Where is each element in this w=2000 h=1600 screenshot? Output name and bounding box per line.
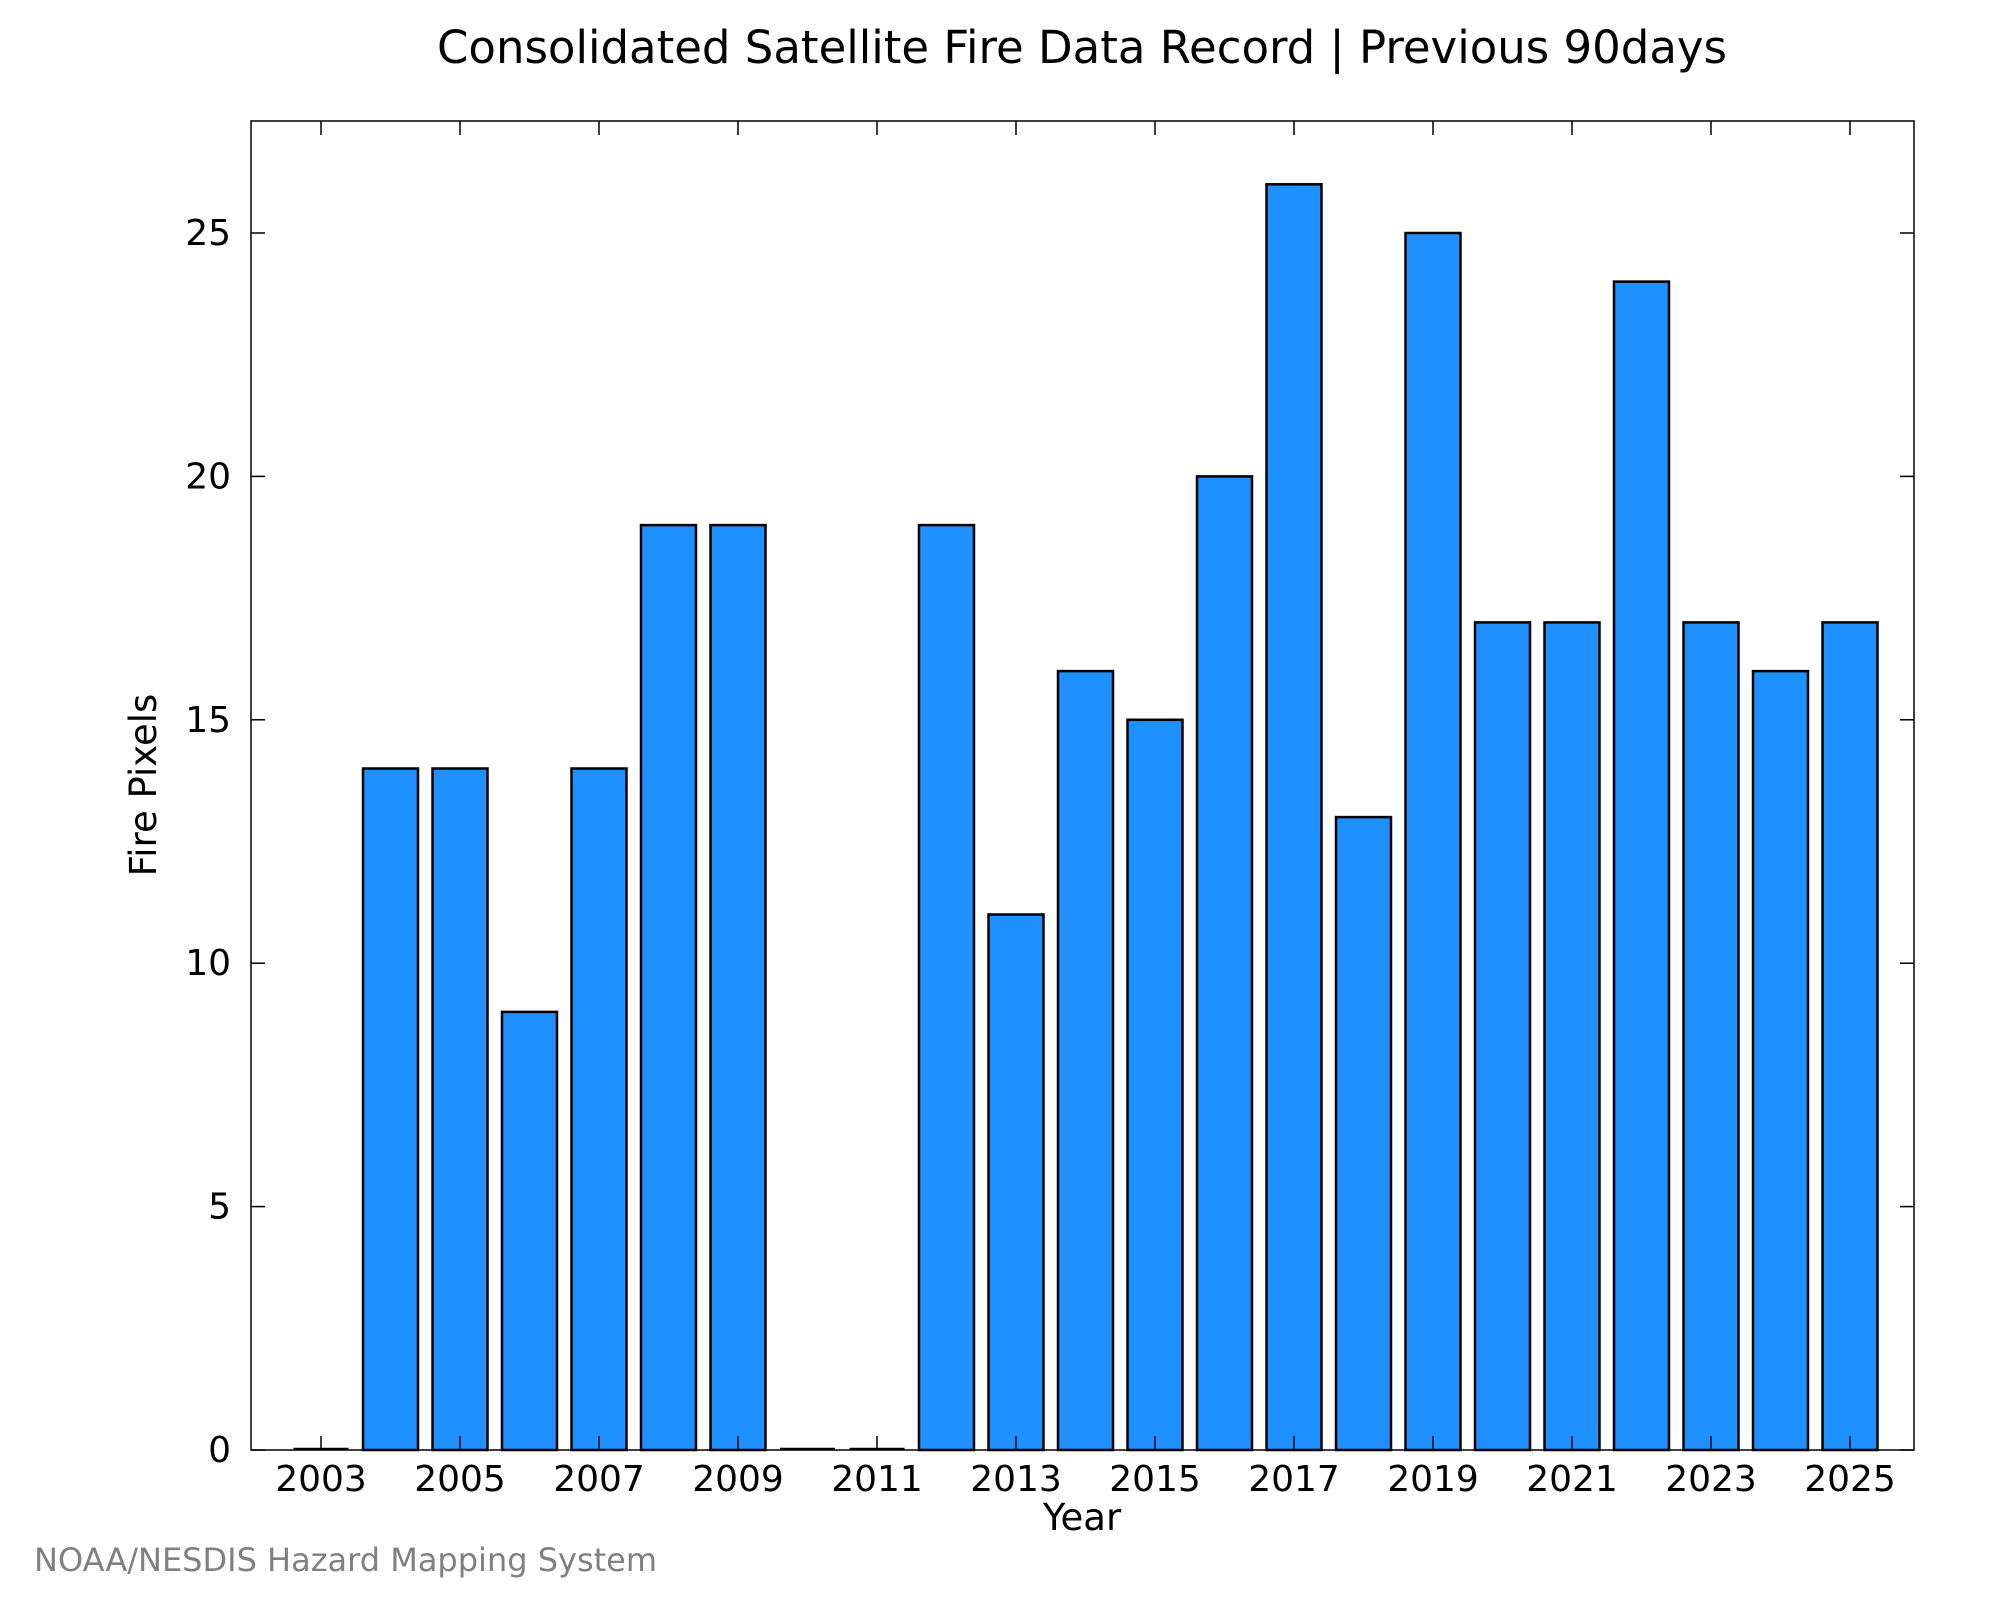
x-tick-label-2025: 2025 xyxy=(1804,1459,1896,1500)
x-axis-label: Year xyxy=(1042,1496,1122,1539)
bar-2014 xyxy=(1056,669,1115,1452)
bar-2013 xyxy=(987,913,1045,1452)
bar-2018 xyxy=(1334,815,1393,1452)
x-tick-label-2003: 2003 xyxy=(275,1459,367,1500)
bar-2019 xyxy=(1404,231,1462,1452)
bar-2012 xyxy=(917,523,976,1452)
y-axis-label: Fire Pixels xyxy=(122,694,165,877)
bar-2005 xyxy=(431,767,489,1452)
x-tick-label-2009: 2009 xyxy=(692,1459,784,1500)
bar-2023 xyxy=(1682,621,1740,1452)
chart-title: Consolidated Satellite Fire Data Record … xyxy=(437,21,1727,74)
y-tick-label-20: 20 xyxy=(185,456,231,497)
x-tick-label-2023: 2023 xyxy=(1665,1459,1757,1500)
x-tick-label-2013: 2013 xyxy=(970,1459,1062,1500)
x-tick-label-2007: 2007 xyxy=(553,1459,645,1500)
y-tick-label-25: 25 xyxy=(185,213,231,254)
bar-2004 xyxy=(361,767,420,1452)
bar-2009 xyxy=(709,523,767,1452)
x-tick-label-2015: 2015 xyxy=(1109,1459,1201,1500)
bar-2017 xyxy=(1265,183,1323,1452)
y-tick-label-15: 15 xyxy=(185,700,231,741)
bar-2021 xyxy=(1543,621,1601,1452)
x-tick-label-2011: 2011 xyxy=(831,1459,923,1500)
bar-2020 xyxy=(1473,621,1532,1452)
y-tick-label-0: 0 xyxy=(208,1430,231,1471)
bar-2024 xyxy=(1751,669,1810,1452)
bar-2015 xyxy=(1126,718,1184,1452)
bar-2008 xyxy=(639,523,698,1452)
bar-2022 xyxy=(1612,280,1671,1452)
bar-2007 xyxy=(570,767,628,1452)
x-tick-label-2021: 2021 xyxy=(1526,1459,1618,1500)
plot-frame xyxy=(250,120,1915,1451)
bar-2006 xyxy=(500,1010,559,1452)
x-tick-label-2005: 2005 xyxy=(414,1459,506,1500)
bar-2016 xyxy=(1195,475,1254,1452)
bar-2025 xyxy=(1821,621,1879,1452)
bars-layer xyxy=(293,183,1879,1452)
x-tick-label-2017: 2017 xyxy=(1248,1459,1340,1500)
y-tick-label-10: 10 xyxy=(185,943,231,984)
y-tick-label-5: 5 xyxy=(208,1187,231,1228)
x-tick-label-2019: 2019 xyxy=(1387,1459,1479,1500)
credit-text: NOAA/NESDIS Hazard Mapping System xyxy=(34,1541,657,1579)
